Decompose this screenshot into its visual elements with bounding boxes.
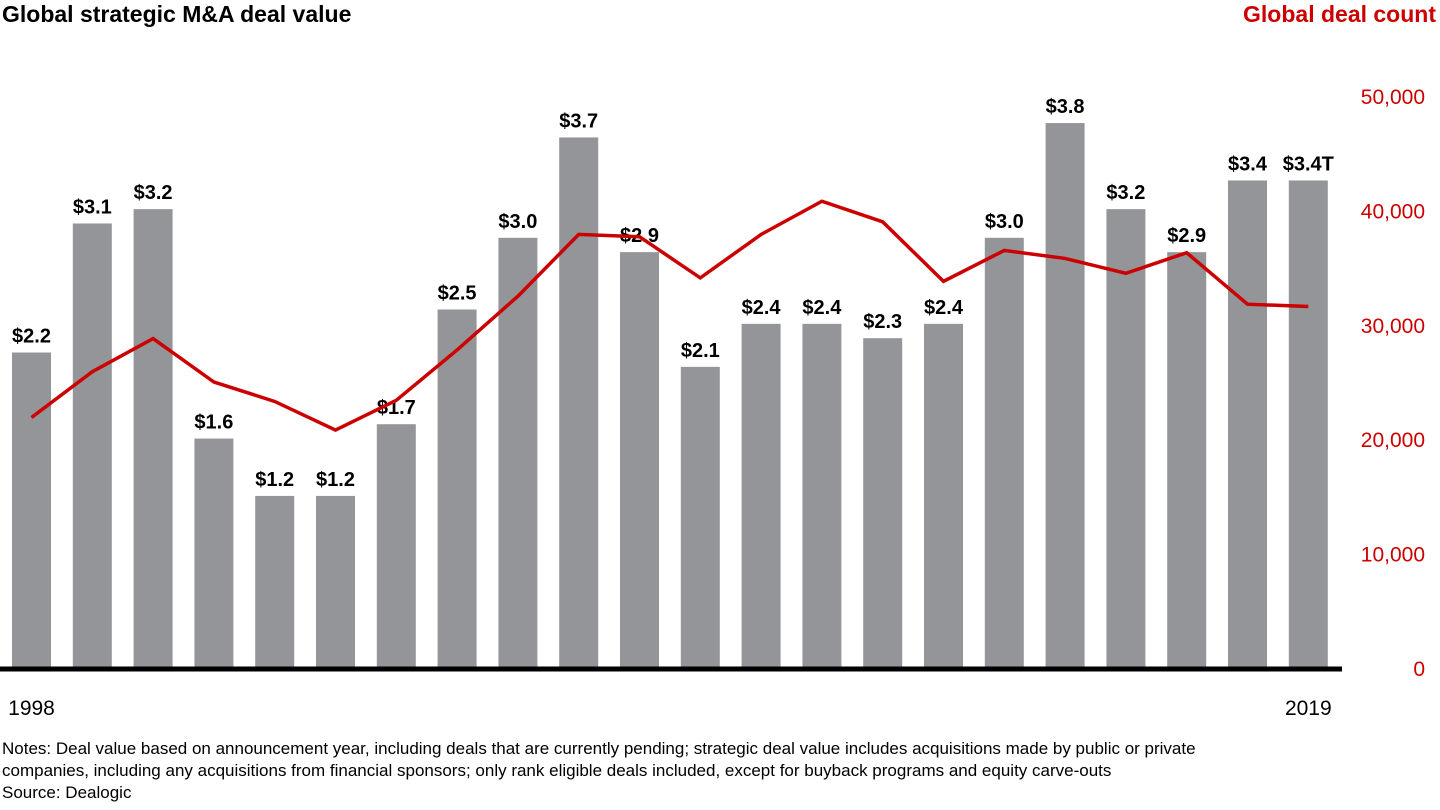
- bar-label-2017: $2.9: [1167, 225, 1206, 247]
- bar-label-2012: $2.3: [863, 311, 902, 333]
- bar-label-2004: $1.7: [377, 397, 416, 419]
- right-axis-tick-label: 30,000: [1361, 315, 1425, 338]
- right-axis-tick-label: 20,000: [1361, 429, 1425, 452]
- right-axis-tick-label: 50,000: [1361, 86, 1425, 109]
- notes-line-1: Notes: Deal value based on announcement …: [2, 739, 1196, 758]
- bar-2003: [316, 495, 355, 668]
- x-axis-tick-label-1998: 1998: [8, 697, 55, 720]
- bar-2014: [984, 237, 1024, 669]
- secondary-axis-title: Global deal count: [1243, 1, 1436, 27]
- bar-label-2018: $3.4: [1228, 153, 1268, 175]
- bar-2011: [802, 323, 842, 668]
- bar-label-1999: $3.1: [73, 196, 112, 218]
- bar-2004: [376, 424, 416, 668]
- bar-2001: [194, 438, 234, 668]
- bar-label-1998: $2.2: [12, 326, 51, 348]
- bar-label-2005: $2.5: [438, 283, 477, 305]
- bar-2016: [1106, 209, 1146, 668]
- bar-2010: [741, 323, 781, 668]
- bar-2009: [680, 366, 720, 668]
- bar-label-2016: $3.2: [1106, 182, 1145, 204]
- chart-title: Global strategic M&A deal value: [2, 1, 352, 27]
- right-axis-tick-label: 0: [1413, 658, 1425, 681]
- bar-label-2006: $3.0: [498, 211, 537, 233]
- bar-label-2010: $2.4: [742, 297, 782, 319]
- deal-count-line: [30, 199, 1309, 432]
- bar-label-2007: $3.7: [559, 110, 598, 132]
- bar-2013: [924, 323, 963, 668]
- bar-1998: [12, 352, 51, 668]
- bar-2007: [559, 137, 599, 669]
- bar-label-2014: $3.0: [985, 211, 1024, 233]
- bar-label-2015: $3.8: [1046, 96, 1085, 118]
- source-note: Source: Dealogic: [2, 783, 132, 802]
- bar-label-2019: $3.4T: [1283, 153, 1334, 175]
- bar-2017: [1167, 252, 1207, 668]
- notes-line-2: companies, including any acquisitions fr…: [2, 761, 1112, 780]
- bar-label-2000: $3.2: [134, 182, 173, 204]
- bar-2008: [620, 252, 659, 668]
- chart-canvas: $2.2 $3.1 $3.2 $1.6 $1.2 $1.2 $1.7 $2.5 $3.0 $3.7…: [0, 86, 1425, 720]
- bar-label-2013: $2.4: [924, 297, 964, 319]
- bar-1999: [72, 223, 112, 668]
- bar-label-2002: $1.2: [255, 469, 294, 491]
- bar-2005: [437, 309, 477, 668]
- right-axis-ticks: 0 10,000 20,000 30,000 40,000 50,000: [1361, 86, 1425, 681]
- bar-label-2001: $1.6: [194, 412, 233, 434]
- x-axis-tick-label-2019: 2019: [1285, 697, 1332, 720]
- bar-2000: [133, 209, 173, 668]
- bar-2006: [498, 237, 538, 669]
- bar-label-2003: $1.2: [316, 469, 355, 491]
- bar-2018: [1228, 180, 1267, 668]
- bar-label-2009: $2.1: [681, 340, 720, 362]
- x-axis-ticks: 1998 2019: [8, 697, 1332, 720]
- bar-data-labels: $2.2 $3.1 $3.2 $1.6 $1.2 $1.2 $1.7 $2.5 $3.0 $3.7…: [12, 96, 1334, 491]
- chart-notes: Notes: Deal value based on announcement …: [2, 738, 1196, 804]
- bar-2015: [1045, 123, 1085, 668]
- right-axis-tick-label: 40,000: [1361, 200, 1425, 223]
- bar-label-2011: $2.4: [802, 297, 842, 319]
- bar-2012: [863, 338, 903, 668]
- bar-2002: [255, 495, 295, 668]
- bar-2019: [1288, 180, 1328, 668]
- right-axis-tick-label: 10,000: [1361, 544, 1425, 567]
- bar-series: [12, 123, 1328, 669]
- line-series: [30, 199, 1309, 432]
